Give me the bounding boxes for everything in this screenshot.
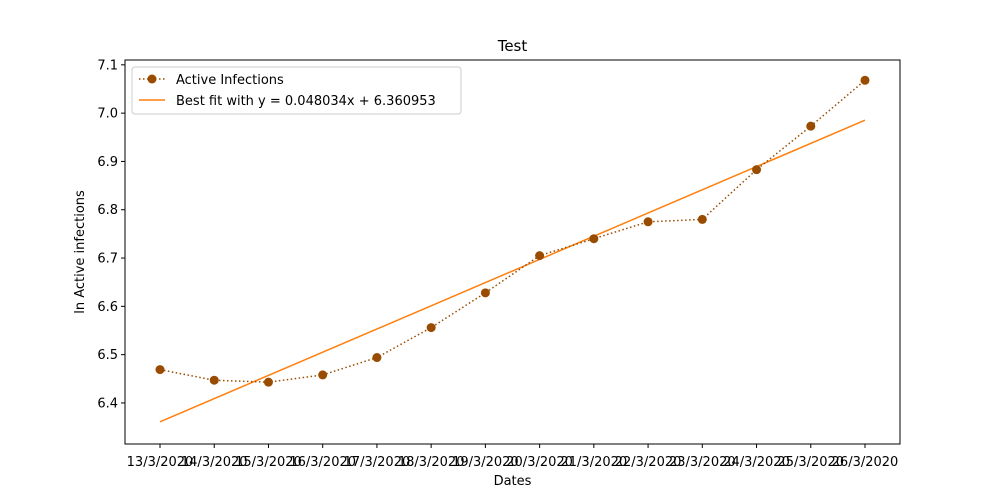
y-tick-label: 6.8 [97,203,118,218]
y-tick-label: 6.7 [97,252,118,267]
x-tick-label: 16/3/2020 [289,455,356,470]
x-tick-label: 22/3/2020 [615,455,682,470]
x-tick-label: 18/3/2020 [398,455,465,470]
x-axis: 13/3/202014/3/202015/3/202016/3/202017/3… [127,444,899,470]
active-infections-line [159,79,866,383]
y-axis-label: ln Active infections [73,190,88,314]
x-tick-label: 14/3/2020 [181,455,248,470]
x-tick-label: 20/3/2020 [506,455,573,470]
data-point-active-infections [806,121,816,131]
x-tick-label: 24/3/2020 [723,455,790,470]
x-tick-label: 23/3/2020 [669,455,736,470]
y-tick-label: 7.0 [97,107,118,122]
data-point-active-infections [426,323,436,333]
x-tick-label: 19/3/2020 [452,455,519,470]
y-tick-label: 6.9 [97,155,118,170]
data-point-active-infections [643,217,653,227]
x-tick-label: 13/3/2020 [127,455,194,470]
data-point-active-infections [263,377,273,387]
y-axis: 6.4 6.5 6.6 6.7 6.8 6.9 7.0 7.1 [97,58,125,411]
data-point-active-infections [589,234,599,244]
data-point-active-infections [535,251,545,261]
x-tick-label: 17/3/2020 [344,455,411,470]
data-point-active-infections [860,75,870,85]
data-point-active-infections [480,288,490,298]
y-tick-label: 7.1 [97,58,118,73]
y-tick-label: 6.5 [97,348,118,363]
data-point-active-infections [372,353,382,363]
data-point-active-infections [697,214,707,224]
chart-title: Test [497,37,528,55]
legend: Active Infections Best fit with y = 0.04… [131,66,462,115]
plot-frame [124,59,901,445]
x-tick-label: 26/3/2020 [832,455,899,470]
y-tick-label: 6.4 [97,396,118,411]
legend-box [131,66,462,115]
x-tick-label: 21/3/2020 [561,455,628,470]
x-tick-label: 25/3/2020 [777,455,844,470]
data-point-active-infections [752,165,762,175]
data-point-active-infections [155,365,165,375]
legend-label-best-fit: Best fit with y = 0.048034x + 6.360953 [176,94,436,109]
x-axis-label: Dates [494,474,532,489]
y-tick-label: 6.6 [97,300,118,315]
best-fit-line [159,119,866,423]
plot-area [155,75,870,423]
x-tick-label: 15/3/2020 [235,455,302,470]
data-point-active-infections [209,375,219,385]
legend-marker-active-infections [147,74,157,84]
data-point-active-infections [318,370,328,380]
legend-label-active-infections: Active Infections [176,73,284,88]
